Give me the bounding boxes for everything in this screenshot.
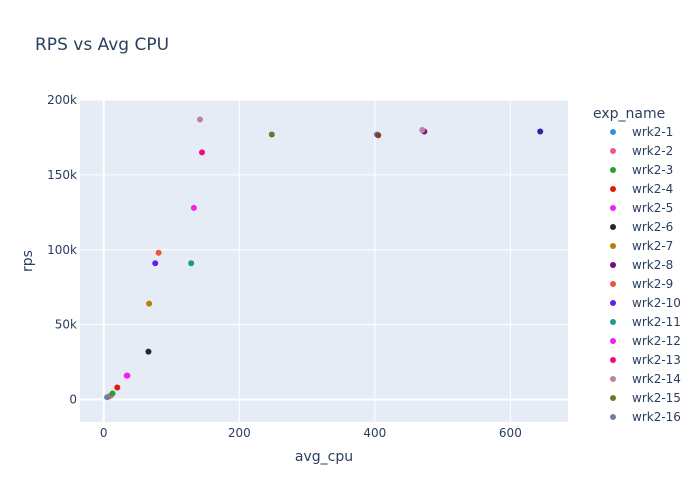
y-tick-labels: 0 50k 100k 150k 200k (47, 93, 77, 407)
legend-marker (610, 300, 616, 306)
data-point (268, 131, 275, 138)
legend-item[interactable]: wrk2-8 (610, 258, 673, 272)
data-point (109, 390, 116, 397)
legend-label: wrk2-9 (632, 277, 673, 291)
x-tick-label: 400 (363, 426, 386, 440)
data-point (145, 348, 152, 355)
legend-item[interactable]: wrk2-1 (610, 125, 673, 139)
legend-item[interactable]: wrk2-5 (610, 201, 673, 215)
legend-marker (610, 376, 616, 382)
legend-item[interactable]: wrk2-7 (610, 239, 673, 253)
legend-label: wrk2-8 (632, 258, 673, 272)
data-point (537, 128, 544, 135)
legend-marker (610, 395, 616, 401)
legend-marker (610, 319, 616, 325)
chart-title: RPS vs Avg CPU (35, 35, 169, 55)
data-point (188, 260, 195, 267)
y-tick-label: 150k (47, 168, 77, 182)
legend-item[interactable]: wrk2-10 (610, 296, 681, 310)
legend-label: wrk2-5 (632, 201, 673, 215)
legend-item[interactable]: wrk2-12 (610, 334, 681, 348)
legend-item[interactable]: wrk2-14 (610, 372, 681, 386)
data-point (155, 249, 162, 256)
legend-label: wrk2-6 (632, 220, 673, 234)
data-point (375, 132, 382, 139)
data-point (199, 149, 205, 156)
legend-label: wrk2-3 (632, 163, 673, 177)
legend-marker (610, 129, 616, 135)
x-tick-label: 0 (100, 426, 108, 440)
grid-lines (80, 99, 568, 422)
legend-marker (610, 224, 616, 230)
legend-label: wrk2-4 (632, 182, 673, 196)
legend-marker (610, 167, 616, 173)
data-point (104, 394, 111, 401)
legend-marker (610, 357, 616, 363)
legend-marker (610, 148, 616, 154)
y-tick-label: 100k (47, 243, 77, 257)
data-point (146, 300, 153, 307)
y-axis-label: rps (20, 250, 36, 272)
data-points (104, 116, 544, 401)
legend-label: wrk2-12 (632, 334, 681, 348)
data-point (124, 372, 131, 379)
legend-marker (610, 243, 616, 249)
legend-item[interactable]: wrk2-6 (610, 220, 673, 234)
data-point (190, 204, 197, 211)
x-tick-label: 600 (499, 426, 522, 440)
legend-item[interactable]: wrk2-3 (610, 163, 673, 177)
legend-marker (610, 281, 616, 287)
legend-item[interactable]: wrk2-4 (610, 182, 673, 196)
x-tick-labels: 0 200 400 600 (100, 426, 522, 440)
legend-label: wrk2-7 (632, 239, 673, 253)
legend-marker (610, 338, 616, 344)
y-tick-label: 50k (55, 318, 77, 332)
legend-label: wrk2-10 (632, 296, 681, 310)
legend[interactable]: wrk2-1 wrk2-2 wrk2-3 wrk2-4 wrk2-5 wrk2-6 wrk2… (610, 125, 681, 424)
y-tick-label: 200k (47, 93, 77, 107)
legend-marker (610, 186, 616, 192)
legend-label: wrk2-16 (632, 410, 681, 424)
plot-area (80, 100, 568, 422)
data-point (152, 260, 159, 267)
legend-item[interactable]: wrk2-9 (610, 277, 673, 291)
legend-label: wrk2-1 (632, 125, 673, 139)
legend-item[interactable]: wrk2-16 (610, 410, 681, 424)
data-point (196, 116, 203, 123)
legend-label: wrk2-15 (632, 391, 681, 405)
legend-item[interactable]: wrk2-15 (610, 391, 681, 405)
legend-item[interactable]: wrk2-13 (610, 353, 681, 367)
legend-item[interactable]: wrk2-11 (610, 315, 681, 329)
x-tick-label: 200 (228, 426, 251, 440)
data-point (419, 126, 426, 133)
legend-label: wrk2-14 (632, 372, 681, 386)
y-tick-label: 0 (69, 393, 77, 407)
legend-title: exp_name (593, 106, 665, 122)
legend-label: wrk2-13 (632, 353, 681, 367)
legend-marker (610, 262, 616, 268)
legend-label: wrk2-2 (632, 144, 673, 158)
legend-marker (610, 205, 616, 211)
x-axis-label: avg_cpu (295, 449, 353, 465)
legend-item[interactable]: wrk2-2 (610, 144, 673, 158)
legend-label: wrk2-11 (632, 315, 681, 329)
data-point (114, 384, 121, 391)
legend-marker (610, 414, 616, 420)
